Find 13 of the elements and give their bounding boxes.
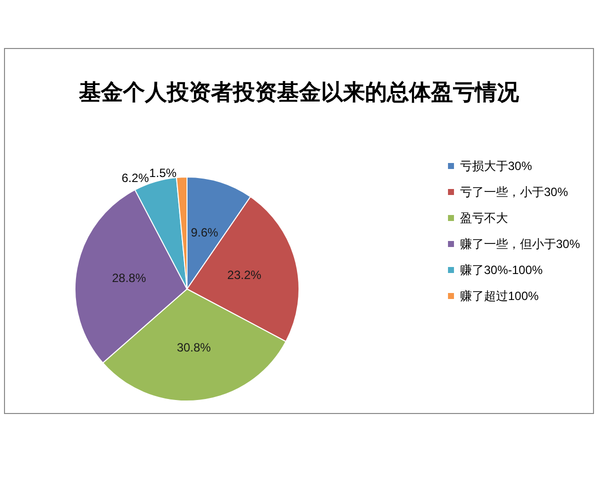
legend-label: 赚了超过100% (460, 289, 540, 303)
legend-label: 赚了30%-100% (460, 263, 544, 277)
data-label: 9.6% (190, 226, 219, 240)
legend-label: 盈亏不大 (460, 211, 508, 225)
data-label: 30.8% (176, 340, 212, 355)
data-label: 28.8% (112, 271, 146, 286)
data-label: 6.2% (122, 170, 150, 185)
legend-label: 亏了一些，小于30% (460, 185, 568, 199)
legend-label: 亏损大于30% (460, 159, 532, 173)
legend-label: 赚了一些，但小于30% (460, 237, 580, 251)
data-label: 23.2% (227, 268, 262, 282)
chart-title: 基金个人投资者投资基金以来的总体盈亏情况 (78, 80, 520, 104)
data-label: 1.5% (149, 166, 177, 180)
